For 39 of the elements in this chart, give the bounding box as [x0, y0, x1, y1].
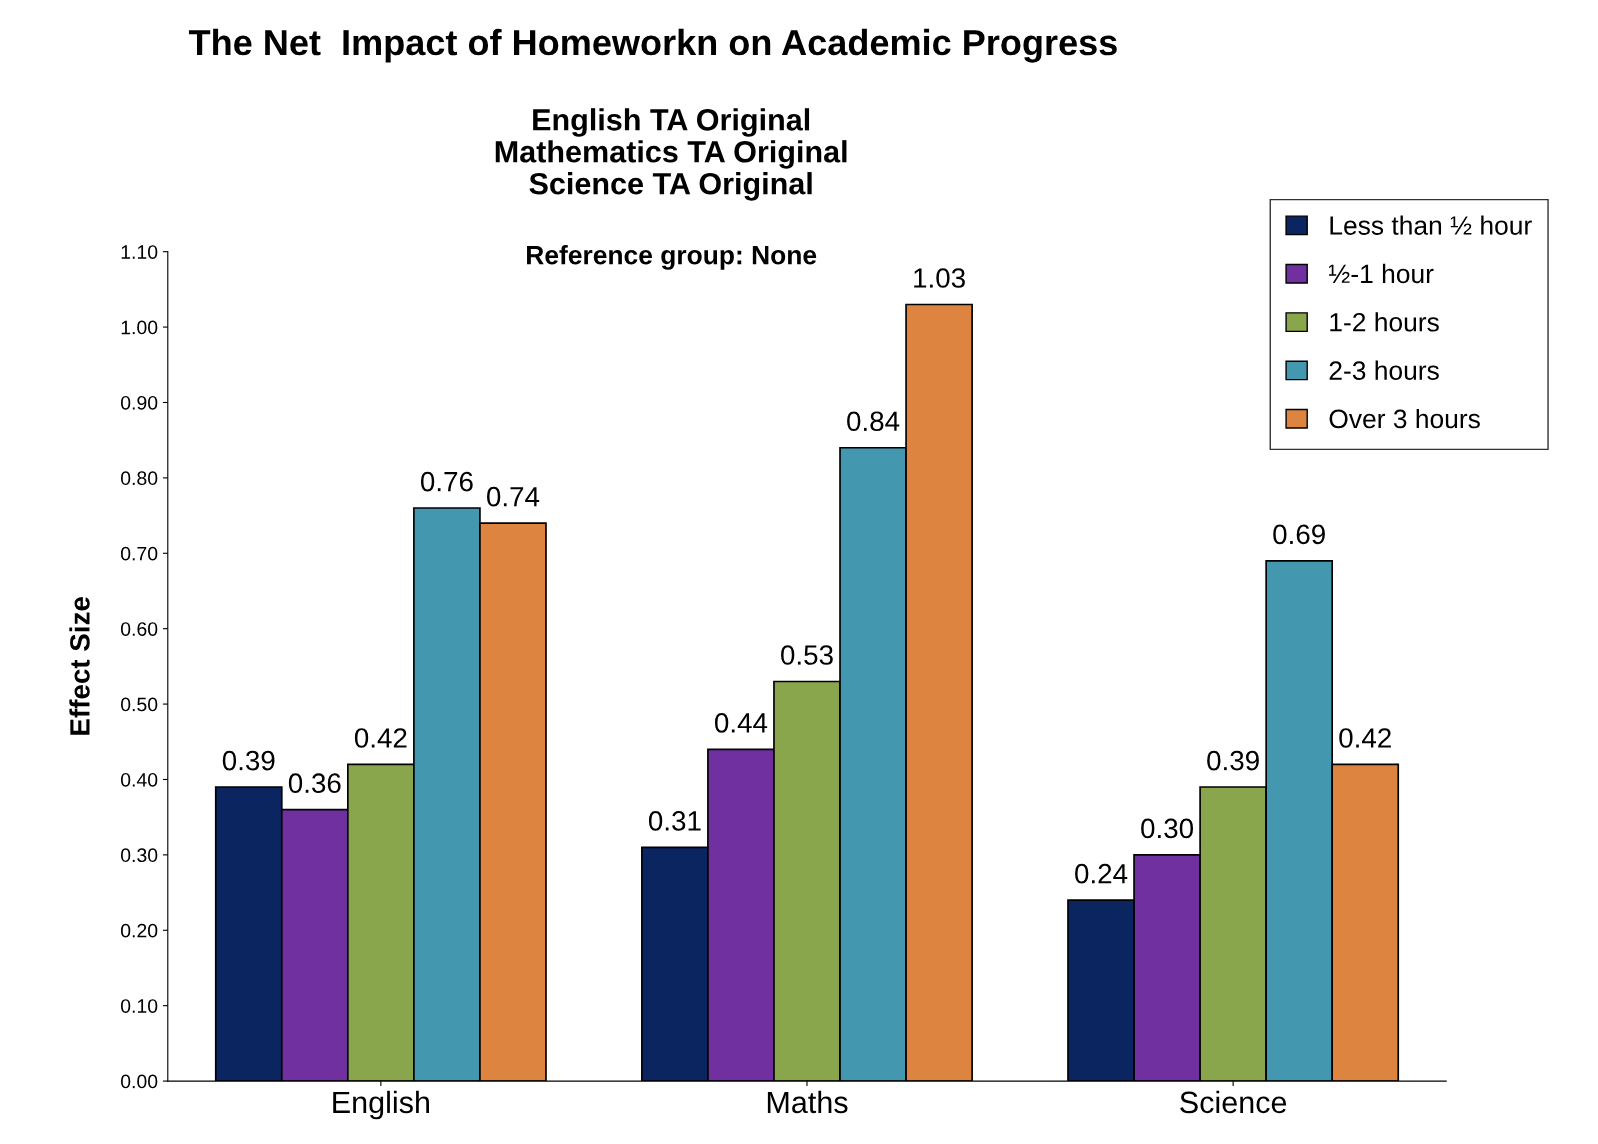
- data-label: 0.44: [715, 713, 768, 733]
- data-label: 0.76: [420, 471, 473, 492]
- data-label: 0.39: [222, 750, 275, 771]
- data-label: 0.84: [847, 411, 900, 432]
- data-label: 0.39: [1207, 750, 1259, 771]
- y-tick-label: 0.40: [120, 772, 158, 787]
- y-axis-title: Effect Size: [69, 597, 90, 735]
- y-tick-label: 0.10: [120, 999, 158, 1013]
- data-label: 0.69: [1273, 524, 1325, 545]
- data-label: 0.31: [648, 811, 701, 831]
- chart-title: The Net Impact of Homeworkn on Academic Progress: [188, 28, 1117, 63]
- y-tick-label: 0.70: [120, 546, 158, 561]
- data-label: 0.24: [1075, 863, 1128, 884]
- x-tick-label: Maths: [767, 1090, 848, 1114]
- legend-label: 2-3 hours: [1329, 360, 1439, 380]
- legend-label: Over 3 hours: [1329, 408, 1480, 429]
- y-tick-label: 0.60: [120, 622, 158, 636]
- y-tick-label: 0.50: [120, 697, 158, 712]
- y-tick-label: 0.90: [120, 395, 158, 410]
- x-tick-label: Science: [1180, 1090, 1287, 1114]
- annotation: Reference group: None: [527, 245, 817, 270]
- data-label: 0.42: [1339, 728, 1391, 748]
- y-tick-label: 0.30: [120, 848, 158, 863]
- data-label: 0.74: [487, 486, 540, 507]
- y-tick-label: 1.10: [121, 245, 158, 259]
- legend-label: Less than ½ hour: [1330, 215, 1532, 235]
- y-tick-label: 0.80: [120, 471, 158, 486]
- data-label: 0.42: [354, 728, 407, 748]
- legend-label: ½-1 hour: [1329, 263, 1434, 284]
- x-tick-label: English: [333, 1090, 429, 1120]
- data-label: 0.53: [781, 645, 833, 665]
- data-label: 0.30: [1141, 818, 1194, 839]
- y-tick-label: 1.00: [121, 320, 158, 335]
- y-tick-label: 0.00: [120, 1074, 158, 1089]
- chart-subtitle: English TA Original Mathematics TA Original Science TA Original: [495, 108, 847, 201]
- data-label: 1.03: [914, 268, 965, 288]
- data-label: 0.36: [288, 773, 341, 794]
- legend-label: 1-2 hours: [1330, 312, 1439, 332]
- y-tick-label: 0.20: [120, 923, 158, 938]
